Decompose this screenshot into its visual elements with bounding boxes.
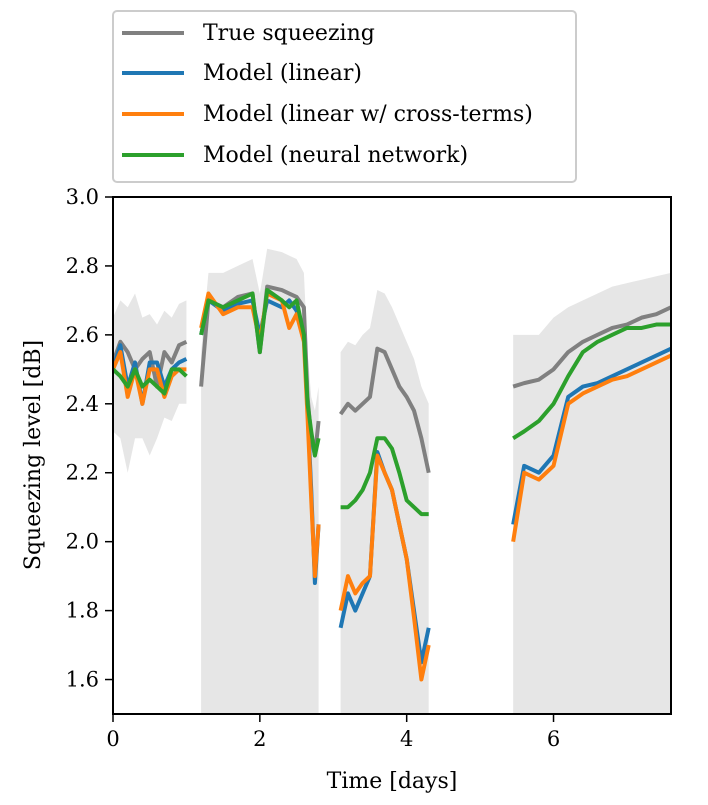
y-axis-label: Squeezing level [dB] <box>21 340 46 570</box>
series-line-3 <box>340 436 429 517</box>
plot-frame <box>112 196 672 715</box>
series-line-2 <box>511 353 671 542</box>
series-line-1 <box>511 346 671 525</box>
legend-label-true-squeezing: True squeezing <box>203 21 375 46</box>
x-tick-label: 0 <box>106 727 119 751</box>
y-axis: 1.6 1.8 2.0 2.2 2.4 2.6 2.8 3.0 <box>66 185 113 692</box>
series-line-3 <box>113 367 188 396</box>
y-tick-label: 3.0 <box>66 185 99 209</box>
series-line-0 <box>113 339 188 389</box>
legend: True squeezing Model (linear) Model (lin… <box>112 10 577 183</box>
uncertainty-band <box>201 248 319 714</box>
y-tick-label: 1.6 <box>66 668 99 692</box>
legend-box <box>112 10 577 183</box>
series-line-3 <box>512 322 671 440</box>
y-tick-label: 2.6 <box>66 323 99 347</box>
y-tick-label: 1.8 <box>66 599 99 623</box>
uncertainty-band <box>513 272 671 714</box>
legend-label-model-linear: Model (linear) <box>203 61 362 86</box>
series-line-2 <box>338 453 431 682</box>
series-line-0 <box>512 305 671 389</box>
legend-label-model-cross-terms: Model (linear w/ cross-terms) <box>203 102 533 127</box>
x-tick-label: 4 <box>400 727 413 751</box>
x-tick-label: 2 <box>253 727 266 751</box>
y-tick-label: 2.2 <box>66 461 99 485</box>
series-lines <box>113 284 671 682</box>
x-axis: 0 2 4 6 <box>106 714 560 751</box>
uncertainty-band <box>113 293 187 473</box>
series-line-0 <box>338 346 431 474</box>
x-axis-label: Time [days] <box>327 769 458 794</box>
legend-label-model-neural-network: Model (neural network) <box>203 143 468 168</box>
y-tick-label: 2.0 <box>66 530 99 554</box>
y-tick-label: 2.8 <box>66 254 99 278</box>
y-tick-label: 2.4 <box>66 392 99 416</box>
uncertainty-bands <box>113 248 671 714</box>
series-line-3 <box>199 288 321 458</box>
x-tick-label: 6 <box>547 727 560 751</box>
